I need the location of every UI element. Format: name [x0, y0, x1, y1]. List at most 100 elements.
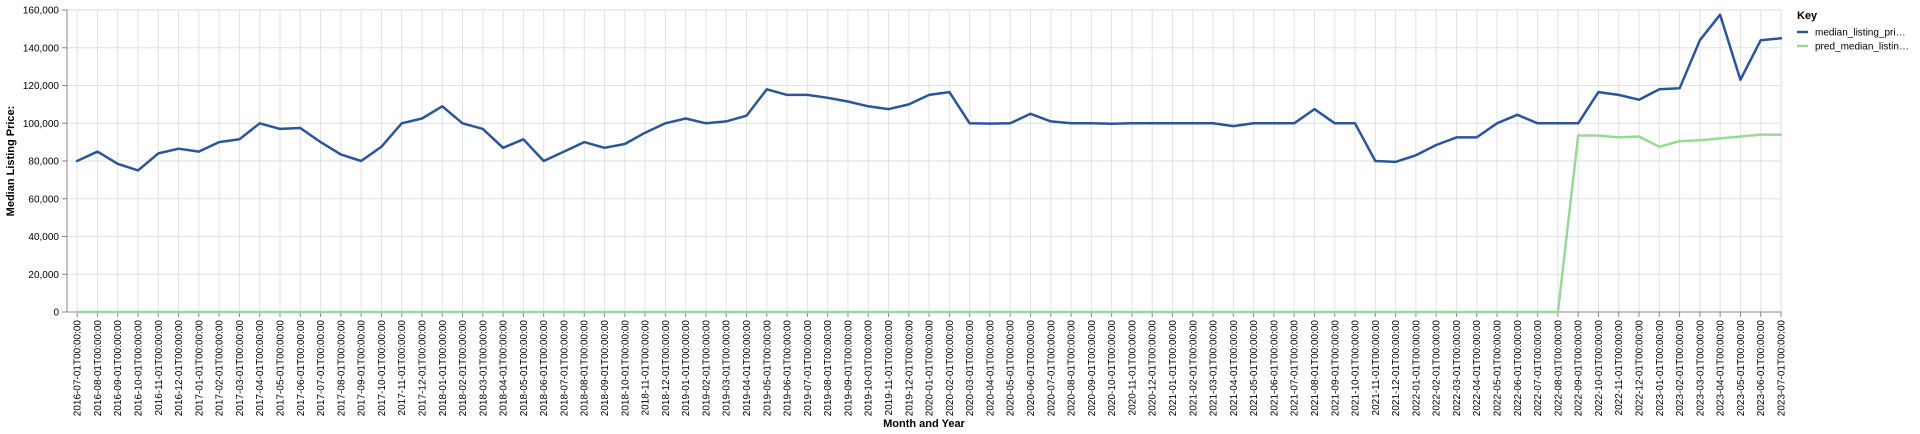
x-tick-label: 2018-04-01T00:00:00 — [499, 320, 510, 417]
y-tick-label: 60,000 — [28, 194, 59, 205]
x-tick-label: 2020-09-01T00:00:00 — [1087, 320, 1098, 417]
x-tick-label: 2020-10-01T00:00:00 — [1107, 320, 1118, 417]
x-tick-label: 2022-02-01T00:00:00 — [1432, 320, 1443, 417]
x-tick-label: 2016-12-01T00:00:00 — [174, 320, 185, 417]
y-tick-label: 80,000 — [28, 157, 59, 168]
series-line-2 — [75, 133, 1783, 314]
x-tick-label: 2017-07-01T00:00:00 — [316, 320, 327, 417]
x-tick-label: 2017-02-01T00:00:00 — [215, 320, 226, 417]
y-axis-title: Median Listing Price: — [5, 106, 17, 217]
x-tick-label: 2023-02-01T00:00:00 — [1675, 320, 1686, 417]
series-line-1 — [75, 13, 1783, 172]
x-tick-label: 2020-03-01T00:00:00 — [965, 320, 976, 417]
y-axis: 0 20,000 40,000 60,000 80,000 100,000 120,000 1… — [23, 6, 68, 319]
x-tick-label: 2018-08-01T00:00:00 — [580, 320, 591, 417]
y-tick-label: 20,000 — [28, 270, 59, 281]
x-tick-label: 2022-09-01T00:00:00 — [1574, 320, 1585, 417]
x-tick-label: 2018-07-01T00:00:00 — [559, 320, 570, 417]
x-tick-label: 2023-04-01T00:00:00 — [1716, 320, 1727, 417]
x-tick-label: 2021-02-01T00:00:00 — [1188, 320, 1199, 417]
x-tick-label: 2019-05-01T00:00:00 — [762, 320, 773, 417]
x-tick-label: 2022-03-01T00:00:00 — [1452, 320, 1463, 417]
x-tick-label: 2016-08-01T00:00:00 — [93, 320, 104, 417]
x-tick-label: 2020-02-01T00:00:00 — [945, 320, 956, 417]
x-tick-label: 2023-06-01T00:00:00 — [1756, 320, 1767, 417]
x-tick-label: 2018-10-01T00:00:00 — [620, 320, 631, 417]
x-tick-label: 2017-06-01T00:00:00 — [296, 320, 307, 417]
x-tick-label: 2021-09-01T00:00:00 — [1330, 320, 1341, 417]
x-tick-label: 2020-05-01T00:00:00 — [1006, 320, 1017, 417]
x-tick-label: 2022-04-01T00:00:00 — [1472, 320, 1483, 417]
legend: Key median_listing_pri… pred_median_listi… — [1797, 10, 1909, 53]
x-tick-label: 2017-11-01T00:00:00 — [397, 320, 408, 416]
x-tick-label: 2019-01-01T00:00:00 — [681, 320, 692, 417]
x-tick-label: 2017-04-01T00:00:00 — [255, 320, 266, 417]
x-tick-label: 2019-07-01T00:00:00 — [803, 320, 814, 417]
x-tick-label: 2018-01-01T00:00:00 — [438, 320, 449, 417]
y-tick-label: 100,000 — [23, 119, 60, 130]
x-tick-label: 2023-03-01T00:00:00 — [1695, 320, 1706, 417]
x-tick-label: 2021-06-01T00:00:00 — [1269, 320, 1280, 417]
x-tick-label: 2022-11-01T00:00:00 — [1614, 320, 1625, 416]
series-lines — [75, 13, 1783, 314]
x-tick-label: 2018-03-01T00:00:00 — [478, 320, 489, 417]
x-tick-label: 2018-05-01T00:00:00 — [519, 320, 530, 417]
x-tick-label: 2023-07-01T00:00:00 — [1777, 320, 1788, 417]
x-tick-label: 2016-10-01T00:00:00 — [133, 320, 144, 417]
x-tick-label: 2018-12-01T00:00:00 — [661, 320, 672, 417]
x-tick-label: 2021-03-01T00:00:00 — [1209, 320, 1220, 417]
y-tick-label: 120,000 — [23, 81, 60, 92]
x-tick-label: 2021-11-01T00:00:00 — [1371, 320, 1382, 416]
x-tick-label: 2022-05-01T00:00:00 — [1493, 320, 1504, 417]
x-tick-label: 2021-04-01T00:00:00 — [1229, 320, 1240, 417]
gridlines — [67, 9, 1782, 313]
x-tick-label: 2019-08-01T00:00:00 — [823, 320, 834, 417]
x-tick-label: 2017-09-01T00:00:00 — [357, 320, 368, 417]
x-tick-label: 2019-12-01T00:00:00 — [904, 320, 915, 417]
x-tick-label: 2017-05-01T00:00:00 — [275, 320, 286, 417]
x-tick-label: 2022-08-01T00:00:00 — [1553, 320, 1564, 417]
x-axis: 2016-07-01T00:00:00 2016-08-01T00:00:00 20… — [67, 311, 1788, 417]
x-tick-label: 2018-11-01T00:00:00 — [641, 320, 652, 416]
x-tick-label: 2018-02-01T00:00:00 — [458, 320, 469, 417]
x-tick-label: 2017-12-01T00:00:00 — [417, 320, 428, 417]
x-tick-label: 2021-10-01T00:00:00 — [1351, 320, 1362, 417]
legend-label-2: pred_median_listin… — [1815, 42, 1909, 53]
x-tick-label: 2019-03-01T00:00:00 — [722, 320, 733, 417]
x-tick-label: 2021-12-01T00:00:00 — [1391, 320, 1402, 417]
x-tick-label: 2018-06-01T00:00:00 — [539, 320, 550, 417]
legend-title: Key — [1797, 10, 1818, 22]
x-tick-label: 2020-07-01T00:00:00 — [1046, 320, 1057, 417]
y-tick-label: 40,000 — [28, 232, 59, 243]
x-tick-label: 2019-02-01T00:00:00 — [701, 320, 712, 417]
x-tick-label: 2019-06-01T00:00:00 — [783, 320, 794, 417]
x-tick-label: 2020-06-01T00:00:00 — [1026, 320, 1037, 417]
x-tick-label: 2021-08-01T00:00:00 — [1310, 320, 1321, 417]
x-tick-label: 2017-03-01T00:00:00 — [235, 320, 246, 417]
x-tick-label: 2017-01-01T00:00:00 — [194, 320, 205, 417]
x-tick-label: 2023-01-01T00:00:00 — [1655, 320, 1666, 417]
x-tick-label: 2016-11-01T00:00:00 — [154, 320, 165, 416]
x-tick-label: 2022-07-01T00:00:00 — [1533, 320, 1544, 417]
x-tick-label: 2022-06-01T00:00:00 — [1513, 320, 1524, 417]
x-tick-label: 2023-05-01T00:00:00 — [1736, 320, 1747, 417]
legend-label-1: median_listing_pri… — [1815, 28, 1906, 39]
x-tick-label: 2019-04-01T00:00:00 — [742, 320, 753, 417]
x-tick-label: 2022-01-01T00:00:00 — [1411, 320, 1422, 417]
x-tick-label: 2020-04-01T00:00:00 — [985, 320, 996, 417]
x-tick-label: 2022-10-01T00:00:00 — [1594, 320, 1605, 417]
x-tick-label: 2020-08-01T00:00:00 — [1067, 320, 1078, 417]
x-tick-label: 2021-05-01T00:00:00 — [1249, 320, 1260, 417]
y-tick-label: 0 — [53, 308, 59, 319]
x-tick-label: 2018-09-01T00:00:00 — [600, 320, 611, 417]
x-tick-label: 2020-11-01T00:00:00 — [1127, 320, 1138, 416]
x-tick-label: 2017-10-01T00:00:00 — [377, 320, 388, 417]
x-tick-label: 2016-09-01T00:00:00 — [113, 320, 124, 417]
x-tick-label: 2016-07-01T00:00:00 — [73, 320, 84, 417]
x-tick-label: 2020-01-01T00:00:00 — [925, 320, 936, 417]
x-tick-label: 2020-12-01T00:00:00 — [1148, 320, 1159, 417]
x-tick-label: 2017-08-01T00:00:00 — [336, 320, 347, 417]
x-tick-label: 2021-07-01T00:00:00 — [1290, 320, 1301, 417]
x-tick-label: 2019-10-01T00:00:00 — [864, 320, 875, 417]
